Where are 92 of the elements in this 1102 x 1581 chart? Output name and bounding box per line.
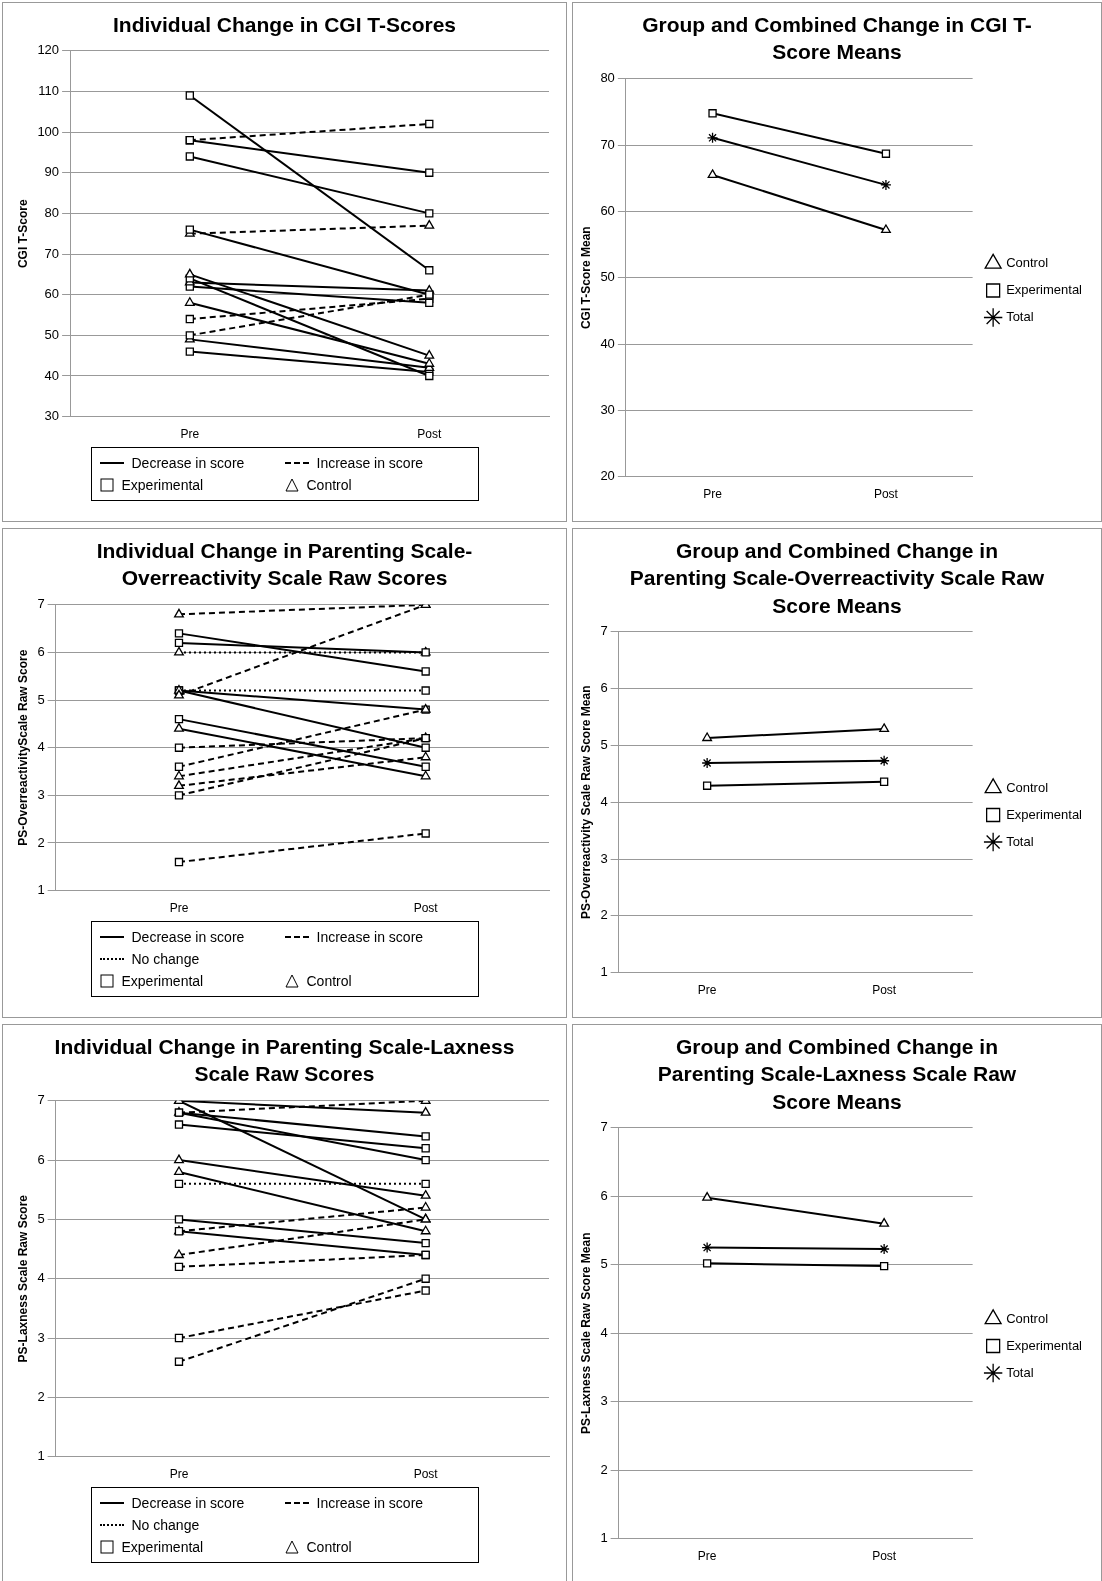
x-tick-label: Post	[413, 1466, 439, 1481]
text: Experimental	[121, 477, 204, 494]
y-tick-label: 3	[37, 786, 45, 802]
text: Experimental	[121, 1538, 204, 1555]
x-tick-label: Post	[873, 486, 899, 501]
x-tick-label: Post	[417, 427, 442, 442]
text: Decrease in score	[131, 1494, 245, 1511]
y-axis-title: CGI T-Score	[15, 199, 30, 269]
text: Increase in score	[316, 928, 424, 945]
y-tick-label: 70	[44, 245, 60, 261]
y-tick-label: 110	[38, 83, 60, 99]
y-tick-label: 1	[599, 1530, 608, 1546]
legend-label: Experimental	[1005, 1337, 1082, 1353]
legend-label: Experimental	[1005, 806, 1082, 822]
text: Control	[306, 477, 352, 494]
y-tick-label: 80	[44, 205, 60, 221]
legend-label: Control	[1005, 779, 1048, 795]
y-tick-label: 1	[37, 881, 45, 897]
y-tick-label: 3	[599, 850, 608, 866]
y-axis-title: PS-Laxness Scale Raw Score Mean	[578, 1232, 593, 1434]
y-tick-label: 6	[599, 1187, 608, 1203]
x-tick-label: Pre	[180, 427, 200, 442]
x-tick-label: Pre	[702, 486, 722, 501]
y-tick-label: 90	[44, 164, 60, 180]
y-tick-label: 80	[599, 69, 615, 85]
chart-title: Individual Change in CGI T-Scores	[112, 12, 457, 38]
y-tick-label: 7	[37, 1091, 45, 1107]
y-tick-label: 3	[599, 1393, 608, 1409]
text: No change	[131, 1516, 200, 1533]
y-tick-label: 5	[599, 736, 608, 752]
y-tick-label: 2	[599, 907, 608, 923]
text: Control	[306, 972, 352, 989]
x-tick-label: Post	[413, 900, 439, 915]
y-tick-label: 50	[44, 327, 60, 343]
y-tick-label: 30	[44, 408, 60, 424]
text: Increase in score	[316, 1494, 424, 1511]
y-tick-label: 4	[599, 1324, 608, 1340]
y-axis-title: PS-Laxness Scale Raw Score	[15, 1194, 30, 1362]
text: No change	[131, 950, 200, 967]
y-tick-label: 3	[37, 1329, 45, 1345]
y-tick-label: 20	[599, 467, 615, 483]
legend-label: Total	[1005, 308, 1034, 324]
y-tick-label: 40	[44, 367, 60, 383]
y-axis-title: CGI T-Score Mean	[578, 225, 593, 329]
y-tick-label: 7	[599, 623, 608, 639]
chart-title: Individual Change in Parenting Scale-Overreactivity Scale Raw Scores	[95, 538, 474, 592]
y-tick-label: 5	[599, 1256, 608, 1272]
legend-label: Control	[1005, 1310, 1048, 1326]
chart-title: Individual Change in Parenting Scale-Laxness Scale Raw Scores	[53, 1034, 516, 1088]
y-tick-label: 60	[599, 202, 615, 218]
x-tick-label: Pre	[697, 983, 717, 997]
y-tick-label: 5	[37, 691, 45, 707]
y-tick-label: 2	[37, 834, 45, 850]
y-tick-label: 6	[37, 643, 45, 659]
text: Control	[306, 1538, 352, 1555]
y-tick-label: 2	[37, 1388, 45, 1404]
y-tick-label: 40	[599, 335, 615, 351]
legend-label: Control	[1005, 254, 1048, 270]
y-tick-label: 5	[37, 1210, 45, 1226]
y-tick-label: 50	[599, 268, 615, 284]
y-tick-label: 120	[37, 42, 60, 58]
y-tick-label: 100	[37, 123, 60, 139]
y-tick-label: 4	[37, 1269, 45, 1285]
chart-title: Group and Combined Change in Parenting Scale-Laxness Scale Raw Score Means	[656, 1034, 1018, 1115]
x-tick-label: Pre	[697, 1549, 717, 1563]
x-tick-label: Post	[871, 983, 897, 997]
y-tick-label: 1	[37, 1447, 45, 1463]
text: Decrease in score	[131, 455, 245, 472]
legend-label: Experimental	[1005, 281, 1082, 297]
text: Decrease in score	[131, 928, 245, 945]
y-tick-label: 6	[599, 680, 608, 696]
y-tick-label: 4	[37, 738, 45, 754]
y-tick-label: 60	[44, 286, 60, 302]
legend-label: Total	[1005, 1364, 1034, 1380]
x-tick-label: Post	[871, 1549, 897, 1563]
x-tick-label: Pre	[169, 1466, 189, 1481]
y-tick-label: 30	[599, 401, 615, 417]
x-tick-label: Pre	[169, 900, 189, 915]
text: Increase in score	[316, 455, 424, 472]
chart-title: Group and Combined Change in Parenting Scale-Overreactivity Scale Raw Score Means	[628, 538, 1046, 619]
y-tick-label: 7	[37, 595, 45, 611]
y-axis-title: PS-OverreactivityScale Raw Score	[15, 648, 30, 846]
y-tick-label: 7	[599, 1119, 608, 1135]
text: Experimental	[121, 972, 204, 989]
y-tick-label: 1	[599, 964, 608, 980]
chart-title: Group and Combined Change in CGI T-Score Means	[641, 12, 1033, 66]
y-tick-label: 2	[599, 1461, 608, 1477]
y-tick-label: 70	[599, 136, 615, 152]
legend-label: Total	[1005, 833, 1034, 849]
y-axis-title: PS-Overreactivity Scale Raw Score Mean	[578, 685, 593, 919]
y-tick-label: 4	[599, 793, 608, 809]
y-tick-label: 6	[37, 1151, 45, 1167]
